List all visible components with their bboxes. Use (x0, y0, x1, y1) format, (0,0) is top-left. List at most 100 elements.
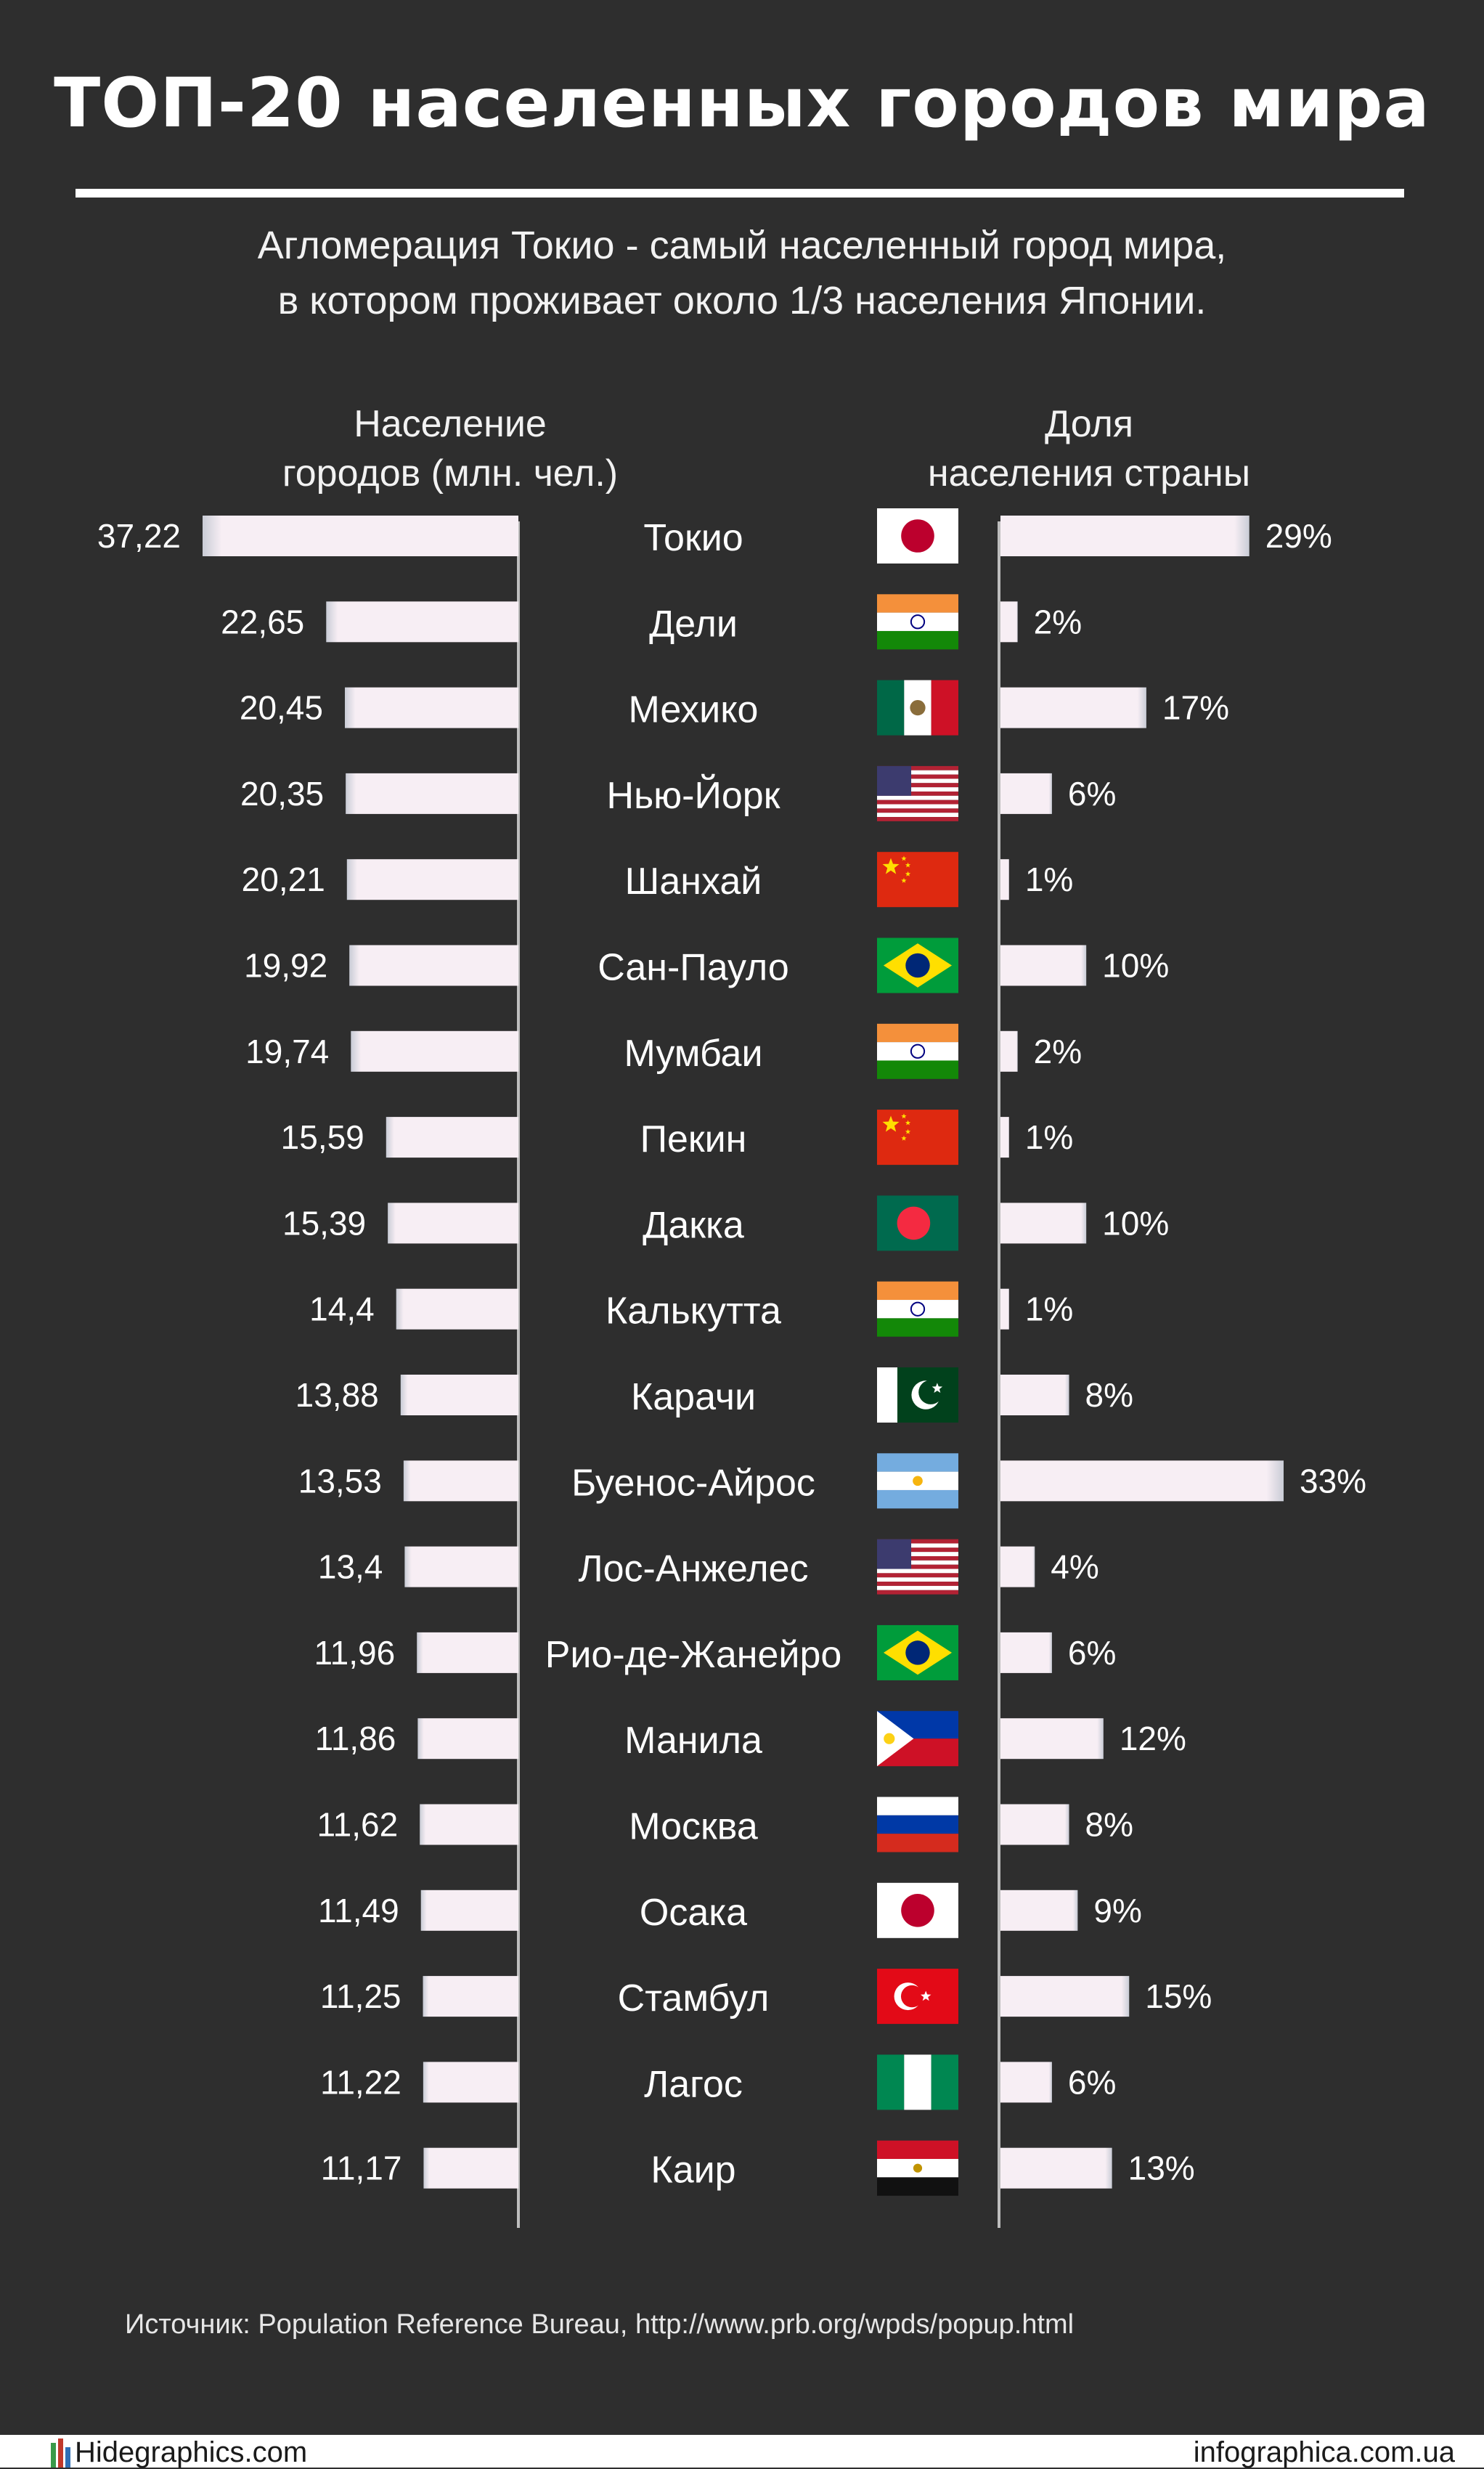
flag-stripe (877, 765, 958, 770)
chart-row: 37,22 Токио 29% (97, 508, 1332, 564)
city-name: Осака (640, 1892, 747, 1934)
chart-row: 20,35 Нью-Йорк 6% (240, 765, 1116, 821)
footer-left-text: Hidegraphics.com (75, 2436, 308, 2468)
share-bar (1000, 687, 1146, 728)
share-label: 10% (1102, 1204, 1169, 1242)
subtitle-line-2: в котором проживает около 1/3 населения … (277, 279, 1207, 322)
chart-row: 19,74 Мумбаи 2% (245, 1023, 1082, 1079)
flag-disc (901, 519, 934, 553)
share-bar (1000, 1375, 1069, 1415)
share-label: 9% (1093, 1892, 1141, 1929)
chart-row: 20,21 Шанхай 1% (242, 852, 1073, 908)
city-name: Калькутта (606, 1290, 781, 1333)
title-divider (76, 189, 1404, 198)
share-bar (1000, 1632, 1052, 1673)
flag-stripe (877, 1797, 958, 1815)
flag-canton (877, 1539, 912, 1569)
philippines-flag (877, 1711, 958, 1767)
city-name: Токио (643, 517, 743, 559)
chart-row: 11,96 Рио-де-Жанейро 6% (314, 1624, 1116, 1680)
population-label: 15,39 (282, 1204, 366, 1242)
chart-row: 11,86 Манила 12% (315, 1711, 1186, 1767)
flag-stripe (877, 778, 958, 784)
share-bar (1000, 601, 1018, 643)
city-name: Дели (649, 603, 738, 645)
crescent-cut (900, 1985, 924, 2008)
flag-stripe (877, 1547, 958, 1553)
sun-icon (913, 1476, 923, 1486)
flag-stripe (877, 2177, 958, 2196)
flag-stripe (877, 783, 958, 788)
population-label: 20,45 (240, 689, 323, 727)
population-bar (344, 687, 518, 728)
population-label: 11,49 (318, 1892, 399, 1929)
chart-row: 11,62 Москва 8% (317, 1797, 1133, 1852)
share-label: 1% (1025, 1290, 1073, 1328)
share-label: 17% (1162, 689, 1229, 727)
share-bar (1000, 2147, 1112, 2189)
population-header-line-1: Население (354, 403, 547, 445)
flag-stripe (877, 804, 958, 809)
population-bar (386, 1117, 518, 1158)
population-label: 11,62 (317, 1806, 398, 1844)
flag-stripe (877, 680, 905, 736)
population-bar (351, 1030, 518, 1072)
usa-flag (877, 1539, 958, 1595)
share-label: 1% (1025, 1118, 1073, 1156)
share-label: 1% (1025, 861, 1073, 898)
star-icon (905, 862, 911, 868)
share-label: 6% (1068, 2063, 1116, 2101)
flag-disc (897, 1206, 931, 1240)
city-name: Лагос (644, 2063, 743, 2105)
population-bar (346, 773, 518, 814)
flag-stripe (877, 1318, 958, 1337)
population-label: 11,25 (320, 1977, 401, 2015)
city-name: Дакка (643, 1204, 744, 1246)
flag-stripe (877, 1585, 958, 1590)
city-name: Нью-Йорк (607, 774, 780, 817)
flag-stripe (877, 1060, 958, 1079)
star-icon (905, 1120, 911, 1126)
population-label: 11,22 (320, 2063, 401, 2101)
city-name: Лос-Анжелес (578, 1548, 808, 1590)
share-label: 8% (1085, 1806, 1133, 1844)
population-label: 19,74 (245, 1033, 329, 1070)
flag-stripe (877, 1539, 958, 1544)
share-label: 8% (1085, 1376, 1133, 1414)
flag-stripe (877, 2054, 905, 2110)
star-icon (905, 871, 911, 876)
china-flag (877, 1110, 958, 1166)
population-label: 13,53 (298, 1462, 382, 1500)
flag-globe (905, 1640, 930, 1665)
flag-stripe (877, 774, 958, 779)
flag-stripe (877, 791, 958, 796)
page-title: ТОП-20 населенных городов мира (54, 64, 1430, 143)
share-bar (1000, 1460, 1284, 1502)
population-label: 22,65 (221, 603, 304, 640)
population-bar (396, 1288, 518, 1330)
star-icon (931, 1383, 943, 1393)
population-bar (346, 859, 518, 900)
subtitle: Агломерация Токио - самый населенный гор… (0, 218, 1484, 328)
share-bar (1000, 1030, 1018, 1072)
flag-stripe (877, 1834, 958, 1852)
flag-stripe (877, 1453, 958, 1472)
city-name: Мумбаи (624, 1033, 762, 1075)
flag-stripe (877, 1564, 958, 1569)
flag-wheel (910, 614, 926, 630)
population-label: 14,4 (309, 1290, 375, 1328)
flag-stripe (877, 2140, 958, 2160)
chart-row: 19,92 Сан-Пауло 10% (244, 937, 1169, 993)
share-bar (1000, 1890, 1078, 1931)
flag-field (877, 852, 958, 908)
share-axis-line (998, 521, 1000, 2228)
city-name: Стамбул (618, 1977, 770, 2019)
star-icon (901, 855, 907, 861)
share-header-line-1: Доля (1044, 403, 1134, 445)
chart-row: 15,39 Дакка 10% (282, 1195, 1169, 1251)
flag-stripe (904, 2054, 931, 2110)
population-header-line-2: городов (млн. чел.) (282, 452, 619, 495)
chart-row: 11,49 Осака 9% (318, 1882, 1142, 1938)
share-bar (1000, 773, 1052, 814)
pakistan-flag (877, 1367, 958, 1423)
